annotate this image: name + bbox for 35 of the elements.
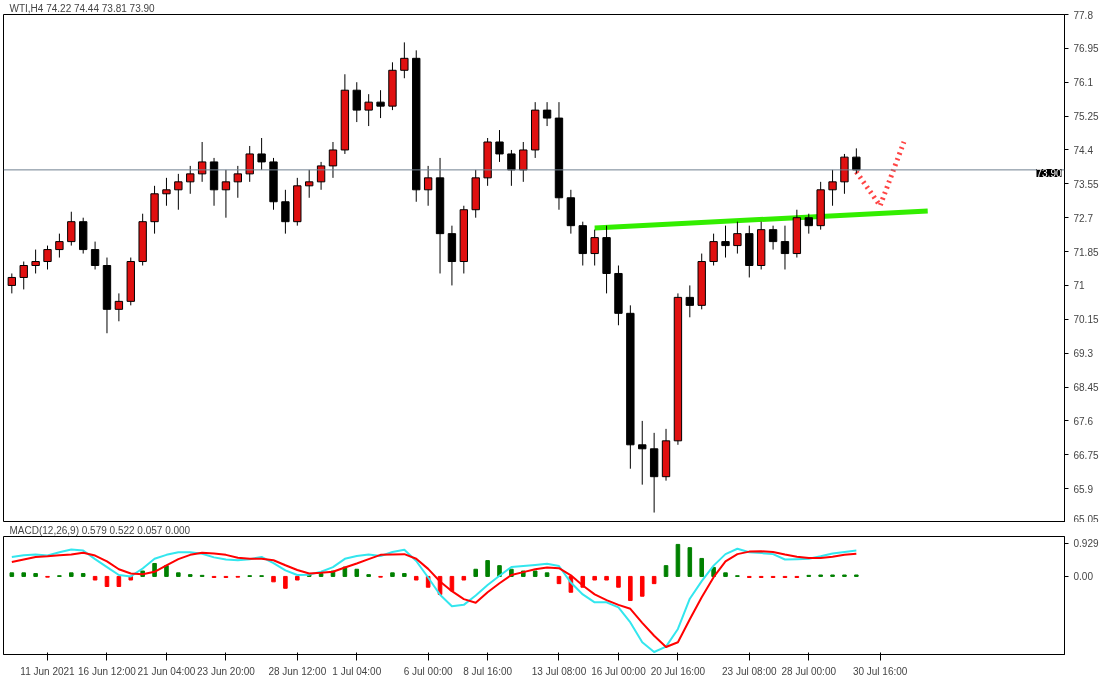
- x-tick-label: 13 Jul 08:00: [531, 665, 587, 677]
- y-tick-label: 71.85: [1073, 246, 1099, 258]
- y-tick-label: 72.7: [1073, 212, 1094, 224]
- x-tick-label: 23 Jun 20:00: [197, 665, 256, 677]
- x-tick-label: 28 Jun 12:00: [268, 665, 327, 677]
- y-tick-label: 71: [1073, 280, 1086, 292]
- y-tick-label: 66.75: [1073, 449, 1099, 461]
- x-tick-label: 16 Jul 00:00: [591, 665, 647, 677]
- x-tick-label: 30 Jul 16:00: [852, 665, 908, 677]
- x-tick-label: 6 Jul 00:00: [403, 665, 454, 677]
- y-tick-label: 69.3: [1073, 348, 1094, 360]
- y-tick-label: 73.55: [1073, 178, 1099, 190]
- chart-title: WTI,H4 74.22 74.44 73.81 73.90: [9, 3, 156, 14]
- y-tick-label: 65.9: [1073, 483, 1094, 495]
- x-tick-label: 16 Jun 12:00: [78, 665, 137, 677]
- y-tick-label: 65.05: [1073, 513, 1099, 525]
- x-tick-label: 1 Jul 04:00: [332, 665, 382, 677]
- y-tick-label: 0.00: [1073, 571, 1094, 583]
- y-tick-label: 76.95: [1073, 43, 1099, 55]
- y-tick-label: 67.6: [1073, 415, 1094, 427]
- chart-title: MACD(12,26,9) 0.579 0.522 0.057 0.000: [9, 525, 191, 536]
- y-tick-label: 77.8: [1073, 9, 1094, 21]
- y-tick-label: 76.1: [1073, 77, 1094, 89]
- x-tick-label: 11 Jun 2021: [20, 665, 76, 677]
- y-tick-label: 74.4: [1073, 144, 1094, 156]
- y-tick-label: 70.15: [1073, 314, 1099, 326]
- x-tick-label: 21 Jun 04:00: [137, 665, 196, 677]
- x-tick-label: 20 Jul 16:00: [650, 665, 706, 677]
- x-tick-label: 8 Jul 16:00: [463, 665, 513, 677]
- x-tick-label: 28 Jul 00:00: [781, 665, 837, 677]
- ref-line-label: 73.90: [1036, 167, 1062, 179]
- y-tick-label: 0.929: [1073, 538, 1099, 550]
- y-tick-label: 68.45: [1073, 382, 1099, 394]
- x-tick-label: 23 Jul 08:00: [722, 665, 777, 677]
- y-tick-label: 75.25: [1073, 111, 1099, 123]
